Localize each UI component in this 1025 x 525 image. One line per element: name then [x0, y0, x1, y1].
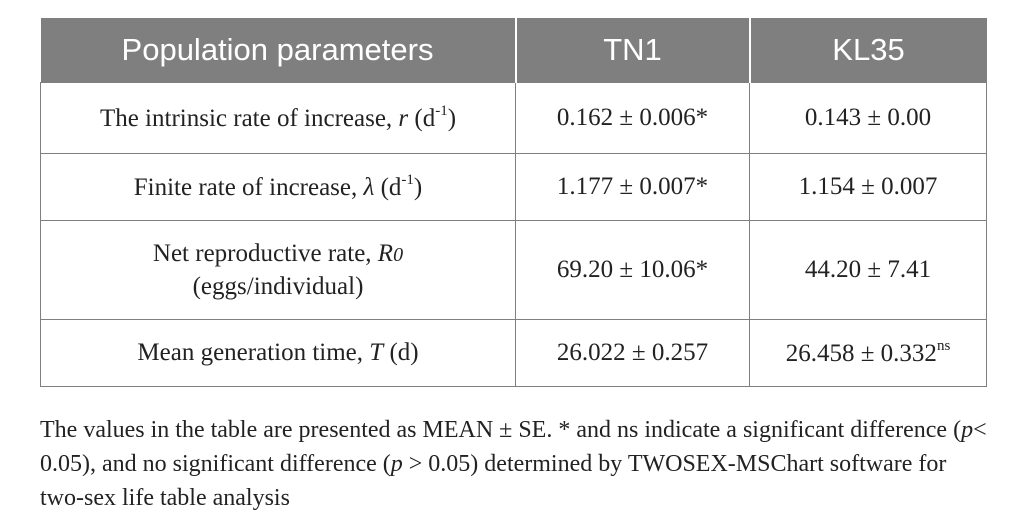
kl35-value-cell: 0.143 ± 0.00	[749, 82, 987, 154]
param-label: Finite rate of increase,	[133, 174, 364, 201]
param-cell: Mean generation time, T (d)	[40, 319, 516, 387]
param-cell: The intrinsic rate of increase, r (d-1)	[40, 82, 516, 154]
param-label: The intrinsic rate of increase,	[99, 105, 399, 132]
param-unit-sup: -1	[435, 103, 448, 119]
param-cell: Net reproductive rate, R0 (eggs/individu…	[40, 220, 516, 320]
param-unit-sup: -1	[401, 172, 414, 188]
param-unit: (d)	[383, 339, 419, 366]
kl35-value-cell: 26.458 ± 0.332ns	[749, 319, 987, 387]
header-row: Population parameters TN1 KL35	[40, 18, 987, 83]
tn1-value: 1.177 ± 0.007*	[515, 153, 750, 221]
kl35-value: 44.20 ± 7.41	[804, 256, 932, 283]
data-table: Population parameters TN1 KL35 The intri…	[40, 18, 987, 387]
param-cell: Finite rate of increase, λ (d-1)	[40, 153, 516, 221]
param-unit-open: (d	[408, 105, 436, 132]
footnote-p-symbol-1: p	[961, 417, 974, 443]
tn1-value: 0.162 ± 0.006*	[515, 82, 750, 154]
kl35-value: 1.154 ± 0.007	[798, 173, 938, 200]
table-row: Mean generation time, T (d) 26.022 ± 0.2…	[40, 319, 987, 387]
param-symbol-sub: 0	[393, 243, 404, 266]
param-unit-open: (d	[374, 174, 402, 201]
footnote-text-2: < 0.05), and no significant difference (	[40, 417, 987, 477]
param-symbol: r	[398, 105, 409, 132]
tn1-value: 69.20 ± 10.06*	[515, 220, 750, 320]
kl35-value: 0.143 ± 0.00	[804, 104, 932, 131]
param-symbol: λ	[363, 174, 375, 201]
table-row: The intrinsic rate of increase, r (d-1) …	[40, 82, 987, 154]
param-line-2: (eggs/individual)	[192, 272, 364, 300]
tn1-value: 26.022 ± 0.257	[515, 319, 750, 387]
param-symbol: T	[369, 339, 384, 366]
header-kl35: KL35	[749, 18, 987, 83]
param-label: Net reproductive rate,	[152, 239, 378, 267]
param-unit-close: )	[447, 105, 457, 132]
header-tn1: TN1	[515, 18, 751, 83]
param-line-1: Net reproductive rate, R0	[51, 238, 505, 271]
population-parameters-table: Population parameters TN1 KL35 The intri…	[40, 18, 987, 387]
param-unit-close: )	[413, 174, 423, 201]
param-label: Mean generation time,	[137, 339, 370, 366]
kl35-value: 26.458 ± 0.332	[785, 340, 937, 367]
footnote-text-1: The values in the table are presented as…	[40, 417, 962, 443]
table-row: Finite rate of increase, λ (d-1) 1.177 ±…	[40, 153, 987, 221]
footnote-p-symbol-2: p	[390, 451, 403, 477]
header-population-parameters: Population parameters	[40, 18, 517, 83]
kl35-value-cell: 1.154 ± 0.007	[749, 153, 987, 221]
table-footnote: The values in the table are presented as…	[40, 413, 990, 515]
kl35-significance-sup: ns	[936, 338, 951, 354]
footnote-text-3: > 0.05) determined by TWOSEX-MSChart sof…	[40, 451, 947, 511]
kl35-value-cell: 44.20 ± 7.41	[749, 220, 987, 320]
param-symbol: R	[377, 239, 394, 267]
table-row: Net reproductive rate, R0 (eggs/individu…	[40, 220, 987, 320]
